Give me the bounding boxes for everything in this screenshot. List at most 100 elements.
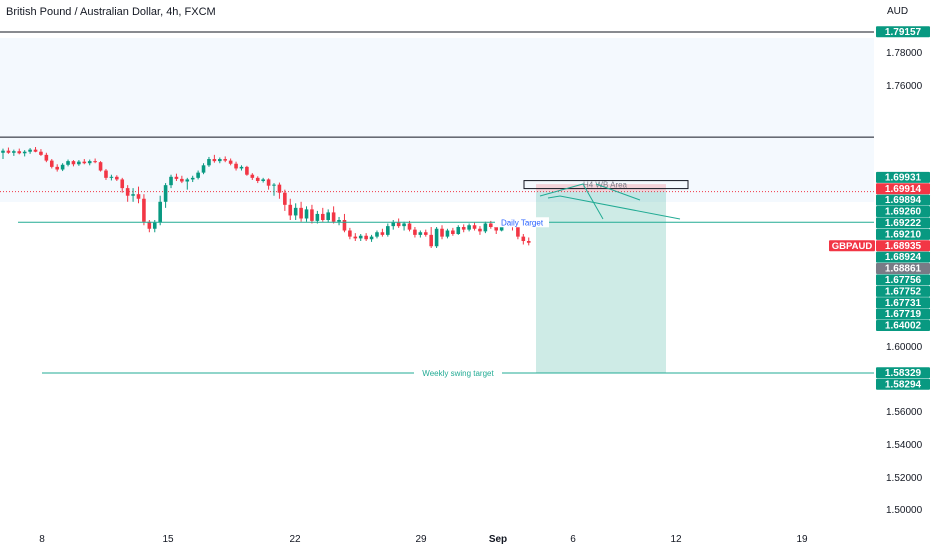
candle-body — [526, 241, 531, 243]
price-label-bg — [876, 297, 930, 309]
candle — [212, 154, 217, 163]
candle — [451, 227, 455, 236]
candle-body — [1, 150, 5, 153]
candle-body — [223, 159, 228, 161]
price-label: 1.69914 — [876, 183, 930, 195]
candle — [402, 221, 406, 231]
candle — [180, 175, 184, 184]
candle-body — [142, 198, 146, 222]
candle — [440, 225, 444, 240]
price-label: 1.58294 — [876, 378, 930, 390]
candle-body — [467, 225, 471, 230]
candle — [120, 177, 125, 193]
candle-body — [17, 151, 22, 154]
candle — [353, 233, 358, 241]
candle — [434, 227, 439, 248]
candle-body — [44, 154, 49, 161]
candle — [223, 156, 228, 163]
price-label: 1.67752 — [876, 285, 930, 297]
daily-target-bg — [495, 217, 549, 228]
candle-body — [451, 230, 455, 234]
candle-body — [364, 235, 368, 240]
candle-body — [429, 234, 433, 247]
candle — [228, 158, 233, 166]
price-label-text: 1.58294 — [885, 379, 922, 390]
price-label-text: 1.69210 — [885, 229, 922, 240]
price-label-bg — [876, 206, 930, 218]
candle — [6, 147, 11, 154]
candle — [396, 218, 401, 228]
price-label-bg — [876, 308, 930, 320]
stop-loss-zone — [536, 184, 666, 192]
x-tick-label: 12 — [670, 534, 682, 545]
candle — [174, 173, 179, 181]
price-label: 1.69894 — [876, 194, 930, 206]
candle-body — [82, 161, 87, 164]
candle-body — [299, 207, 303, 219]
candle-body — [77, 161, 81, 165]
price-label: 1.68935 — [876, 240, 930, 252]
candle-body — [472, 225, 477, 229]
candle-body — [283, 192, 287, 205]
candle-body — [369, 236, 374, 240]
candle-body — [478, 228, 482, 232]
price-label: 1.68924 — [876, 251, 930, 263]
candle-body — [66, 161, 70, 165]
price-label-text: 1.64002 — [885, 321, 922, 332]
candle — [17, 148, 22, 155]
candle — [315, 210, 320, 224]
candle-body — [391, 222, 396, 227]
candle-body — [22, 151, 27, 154]
price-label-bg — [876, 217, 930, 229]
candle — [358, 234, 363, 241]
price-label-bg — [876, 26, 930, 38]
candle — [115, 175, 119, 181]
candle — [163, 183, 168, 208]
price-label-bg — [876, 171, 930, 183]
candle-body — [196, 172, 200, 178]
candle — [185, 177, 190, 190]
candle — [49, 159, 54, 169]
candle-body — [342, 220, 347, 231]
candle-body — [521, 236, 526, 241]
candle-body — [147, 221, 152, 229]
price-label: 1.68861 — [876, 263, 930, 275]
weekly-target-bg — [414, 368, 502, 378]
candle-body — [158, 201, 162, 223]
candle — [82, 159, 87, 165]
candle — [98, 161, 103, 172]
candle-body — [152, 222, 157, 229]
price-label: 1.69260 — [876, 206, 930, 218]
price-label-bg — [876, 367, 930, 379]
candle-body — [418, 232, 423, 235]
candle-body — [60, 164, 65, 170]
symbol-label-text: GBPAUD — [832, 241, 873, 252]
candle-body — [212, 159, 217, 162]
candle — [413, 227, 417, 238]
candle-body — [516, 225, 520, 237]
candle — [201, 163, 206, 175]
candle — [391, 220, 396, 230]
price-label-bg — [876, 378, 930, 390]
candle-body — [28, 149, 32, 152]
candle — [331, 206, 336, 224]
candle — [245, 165, 249, 176]
candle-body — [71, 161, 76, 165]
candle — [283, 189, 287, 211]
candle-body — [326, 212, 330, 220]
take-profit-zone — [536, 191, 666, 373]
candle — [55, 164, 59, 172]
candle — [207, 156, 211, 167]
y-tick-label: 1.50000 — [886, 505, 923, 516]
price-label-bg — [876, 274, 930, 286]
candle-body — [402, 223, 406, 227]
wb-area-label: H4 WB Area — [583, 181, 628, 190]
candle — [266, 178, 271, 190]
candle — [288, 198, 293, 220]
candle-body — [98, 162, 103, 171]
price-label: 1.58329 — [876, 367, 930, 379]
candle — [131, 188, 135, 202]
y-tick-label: 1.56000 — [886, 407, 923, 418]
price-label-text: 1.68924 — [885, 252, 922, 263]
